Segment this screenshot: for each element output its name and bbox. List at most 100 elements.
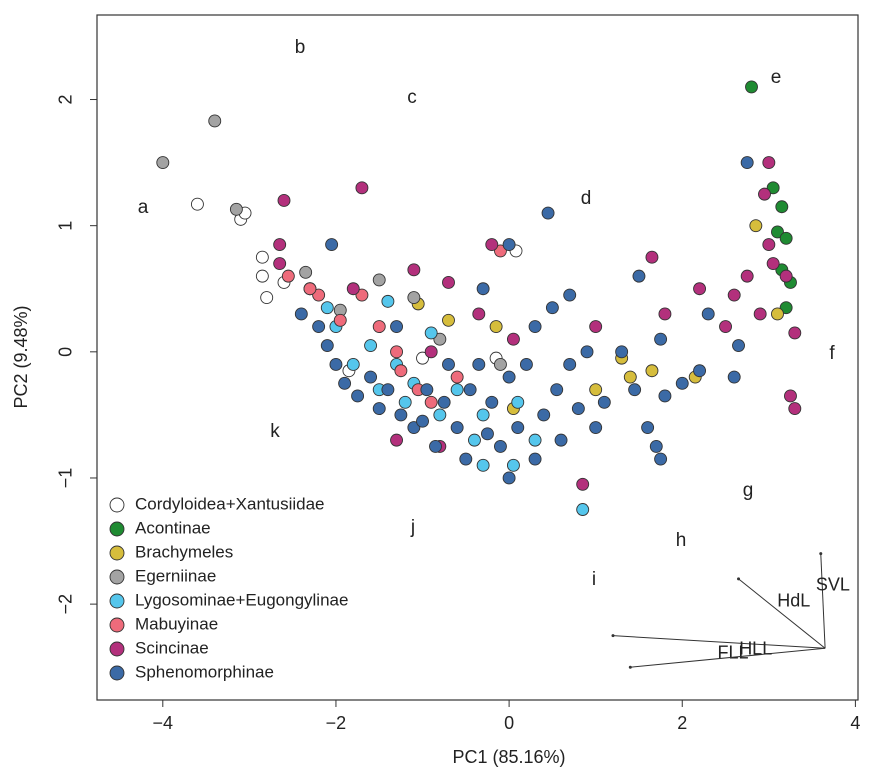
point — [506, 332, 520, 346]
legend-marker — [109, 521, 125, 537]
point — [372, 402, 386, 416]
point — [701, 307, 715, 321]
point — [372, 273, 386, 287]
y-tick-label: 2 — [56, 95, 76, 105]
legend-label: Acontinae — [135, 518, 211, 537]
loading-vector — [612, 635, 826, 649]
point — [511, 395, 525, 409]
point — [442, 313, 455, 327]
point — [641, 421, 655, 434]
point — [416, 351, 429, 365]
annotation: i — [592, 569, 596, 590]
point — [476, 282, 490, 296]
point — [550, 383, 564, 397]
point — [775, 200, 789, 214]
point — [576, 503, 590, 516]
x-tick-label: −4 — [153, 713, 174, 733]
point — [355, 181, 369, 195]
vector-label: SVL — [816, 575, 850, 595]
point — [571, 402, 585, 416]
loading-vector — [630, 647, 826, 668]
legend-label: Brachymeles — [135, 542, 233, 561]
point — [277, 193, 291, 207]
annotation: d — [581, 188, 592, 209]
point — [502, 370, 516, 384]
point — [450, 421, 464, 434]
legend-label: Egerniinae — [135, 566, 216, 585]
point — [727, 370, 741, 384]
point — [654, 452, 668, 466]
vector-tip — [737, 577, 741, 581]
point — [472, 357, 486, 371]
point — [779, 269, 793, 283]
point — [281, 269, 295, 283]
annotation: f — [829, 343, 835, 364]
point — [493, 244, 507, 258]
point — [364, 370, 378, 384]
point — [749, 219, 763, 233]
legend-label: Scincinae — [135, 638, 209, 657]
point — [381, 383, 395, 397]
point — [485, 395, 499, 409]
legend-marker — [109, 545, 125, 561]
legend-label: Cordyloidea+Xantusiidae — [135, 494, 325, 513]
point — [693, 282, 707, 296]
point — [779, 301, 793, 315]
point — [528, 452, 542, 466]
point — [732, 339, 745, 352]
y-tick-label: −2 — [56, 594, 76, 615]
point — [190, 197, 204, 211]
legend-marker — [109, 617, 125, 633]
point — [333, 313, 347, 327]
annotation: h — [676, 530, 687, 551]
point — [338, 376, 352, 390]
point — [545, 301, 559, 315]
point — [623, 370, 637, 384]
point — [563, 357, 577, 371]
point — [364, 339, 378, 352]
annotation: c — [407, 87, 417, 108]
y-tick-label: 0 — [56, 347, 76, 357]
point — [580, 345, 594, 359]
point — [424, 395, 438, 409]
point — [390, 345, 404, 359]
point — [476, 408, 490, 422]
point — [273, 238, 287, 252]
point — [325, 238, 339, 252]
point — [727, 288, 741, 302]
plot-frame — [96, 14, 859, 701]
point — [502, 471, 516, 485]
point — [615, 345, 629, 359]
point — [394, 408, 408, 422]
legend-marker — [109, 665, 125, 681]
point — [481, 427, 494, 441]
point — [433, 332, 447, 346]
point — [442, 275, 455, 289]
point — [463, 383, 477, 397]
point — [407, 291, 421, 305]
point — [424, 326, 438, 340]
point — [779, 231, 793, 245]
point — [372, 320, 386, 334]
point — [476, 458, 490, 472]
point — [273, 257, 287, 270]
annotation: j — [410, 517, 415, 538]
legend-label: Mabuyinae — [135, 614, 218, 633]
point — [420, 383, 434, 397]
point — [312, 288, 326, 302]
point — [506, 458, 520, 472]
point — [398, 395, 412, 409]
point — [255, 269, 269, 283]
point — [771, 307, 784, 321]
point — [766, 257, 780, 270]
point — [346, 357, 360, 371]
point — [645, 250, 659, 264]
point — [351, 389, 365, 403]
point — [654, 332, 668, 346]
point — [745, 80, 758, 94]
point — [658, 307, 672, 321]
point — [303, 282, 317, 296]
x-tick-label: 2 — [677, 713, 687, 733]
y-tick-label: 1 — [56, 221, 76, 231]
